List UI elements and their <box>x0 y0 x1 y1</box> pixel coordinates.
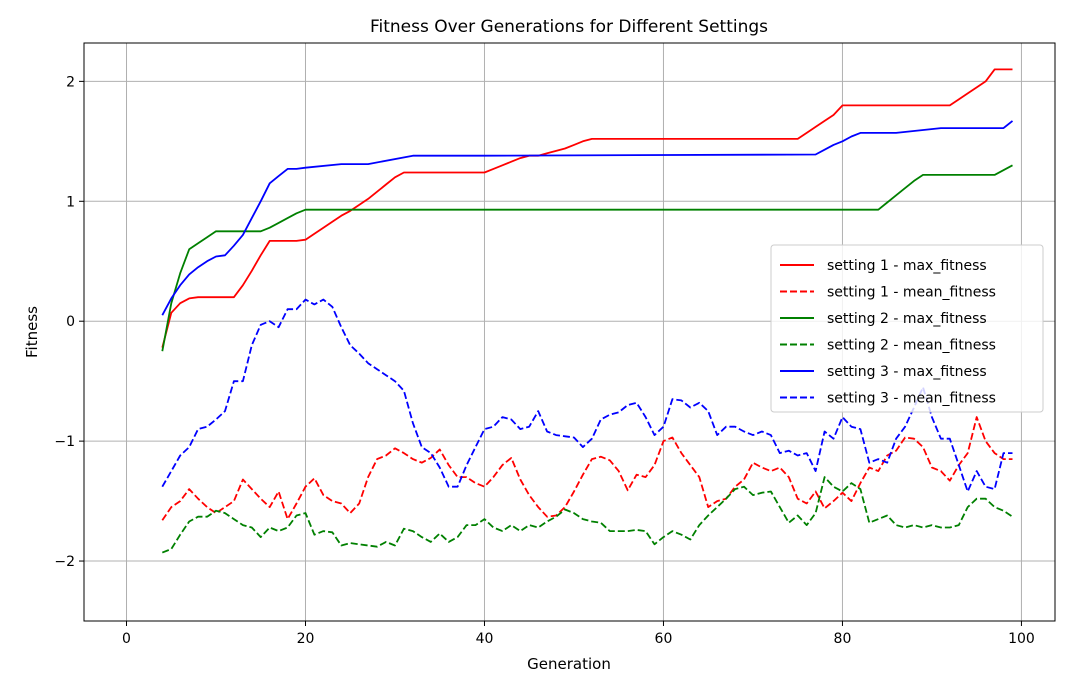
x-tick-label: 40 <box>476 631 494 647</box>
x-tick-label: 20 <box>297 631 315 647</box>
x-tick-label: 100 <box>1008 631 1035 647</box>
x-tick-label: 80 <box>834 631 852 647</box>
legend-label: setting 1 - max_fitness <box>827 258 987 274</box>
series-layer <box>161 68 1014 554</box>
x-tick-label: 60 <box>655 631 673 647</box>
tick-layer: 0 20 40 60 80 100 −2 −1 0 1 2 <box>54 74 1034 647</box>
series-line-3 <box>161 164 1013 352</box>
x-tick-label: 0 <box>122 631 131 647</box>
series-line-5 <box>161 120 1014 316</box>
legend-label: setting 3 - max_fitness <box>827 364 987 380</box>
y-axis-title: Fitness <box>23 306 41 358</box>
x-axis-title: Generation <box>527 655 611 673</box>
y-tick-label: −2 <box>54 554 75 570</box>
plot-frame <box>83 42 1056 622</box>
y-tick-label: −1 <box>54 434 75 450</box>
legend-label: setting 3 - mean_fitness <box>827 391 996 407</box>
legend-label: setting 1 - mean_fitness <box>827 285 996 301</box>
legend-box <box>770 244 1044 413</box>
legend-label: setting 2 - mean_fitness <box>827 338 996 354</box>
series-line-4 <box>161 476 1013 554</box>
y-tick-label: 0 <box>66 314 75 330</box>
chart-title: Fitness Over Generations for Different S… <box>370 17 768 37</box>
y-tick-label: 1 <box>66 194 75 210</box>
series-line-6 <box>161 298 1013 493</box>
series-line-1 <box>161 68 1013 348</box>
y-tick-label: 2 <box>66 74 75 90</box>
series-line-2 <box>161 416 1013 521</box>
grid-layer <box>84 43 1055 621</box>
legend-label: setting 2 - max_fitness <box>827 311 987 327</box>
